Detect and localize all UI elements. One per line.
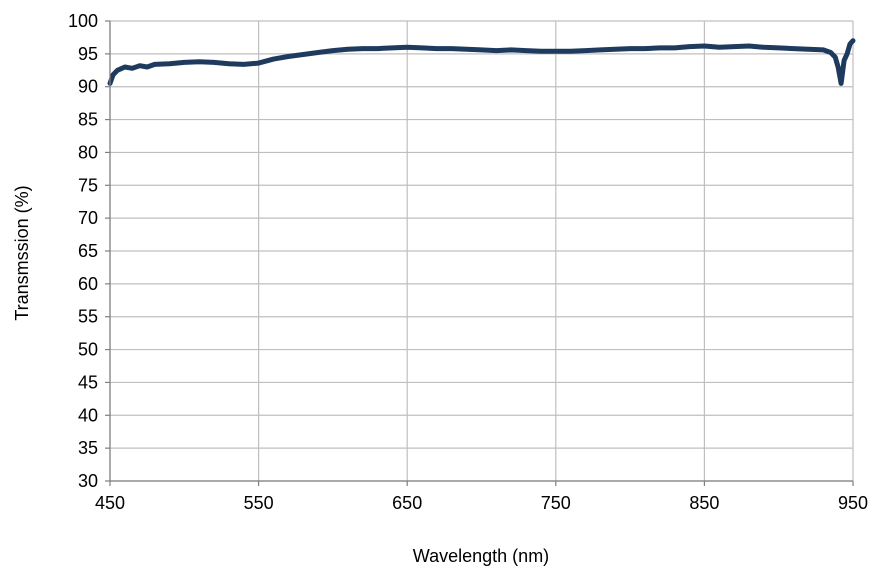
y-tick-label: 90 <box>78 77 98 97</box>
y-tick-label: 55 <box>78 307 98 327</box>
y-tick-label: 85 <box>78 110 98 130</box>
y-tick-label: 70 <box>78 208 98 228</box>
y-tick-label: 80 <box>78 142 98 162</box>
x-axis-title: Wavelength (nm) <box>413 546 549 566</box>
y-tick-label: 45 <box>78 372 98 392</box>
y-tick-label: 40 <box>78 405 98 425</box>
series-line <box>107 38 856 86</box>
y-tick-label: 75 <box>78 175 98 195</box>
x-tick-label: 550 <box>244 493 274 513</box>
plot-area <box>107 38 856 86</box>
y-tick-label: 50 <box>78 340 98 360</box>
y-tick-label: 35 <box>78 438 98 458</box>
y-tick-label: 100 <box>68 11 98 31</box>
x-tick-label: 750 <box>541 493 571 513</box>
y-tick-label: 30 <box>78 471 98 491</box>
y-tick-labels: 30 35 40 45 50 55 60 65 70 75 80 85 90 95 100 <box>68 11 98 491</box>
grid-lines <box>109 20 854 482</box>
x-tick-label: 650 <box>392 493 422 513</box>
y-tick-label: 65 <box>78 241 98 261</box>
x-tick-label: 950 <box>838 493 868 513</box>
y-axis-title: Transmssion (%) <box>12 185 32 320</box>
y-tick-label: 60 <box>78 274 98 294</box>
x-tick-labels: 450 550 650 750 850 950 <box>95 493 868 513</box>
x-tick-label: 850 <box>689 493 719 513</box>
x-tick-label: 450 <box>95 493 125 513</box>
y-tick-label: 95 <box>78 44 98 64</box>
axes <box>105 20 854 486</box>
